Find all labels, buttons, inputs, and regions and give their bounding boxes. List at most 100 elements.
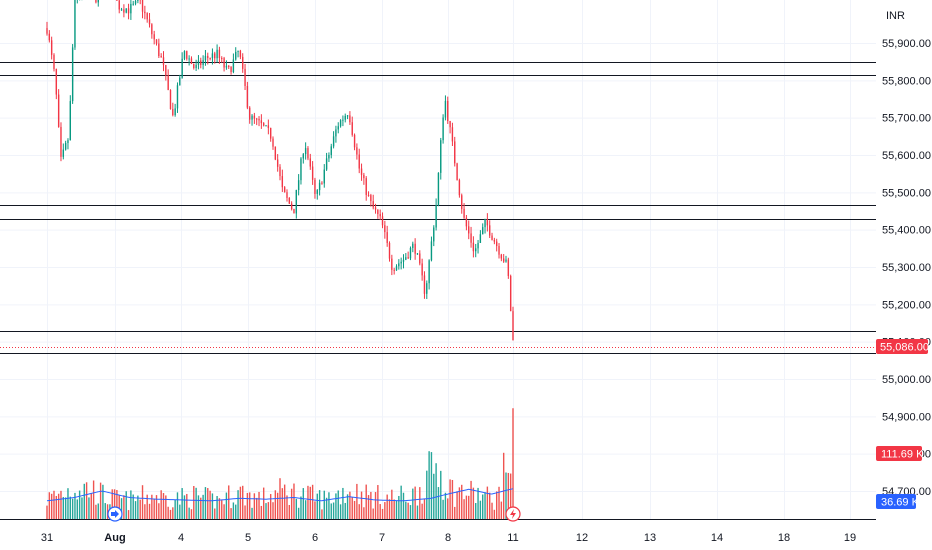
volume-bar bbox=[193, 486, 195, 519]
candle-body bbox=[130, 3, 132, 14]
volume-bar bbox=[78, 490, 81, 519]
y-tick-label: 55,300.00 bbox=[882, 262, 931, 274]
volume-bar bbox=[125, 491, 127, 519]
volume-bar bbox=[293, 483, 295, 519]
candle-body bbox=[307, 148, 309, 159]
volume-bar bbox=[449, 479, 451, 519]
last-price-label: 55,086.00 bbox=[880, 342, 929, 354]
candle-body bbox=[137, 0, 139, 1]
volume-bar bbox=[456, 491, 458, 519]
candle-body bbox=[386, 232, 388, 243]
candle-body bbox=[207, 55, 209, 59]
candle-body bbox=[407, 257, 409, 259]
volume-bar bbox=[395, 500, 398, 519]
volume-bar bbox=[92, 480, 95, 519]
volume-bar bbox=[204, 487, 207, 519]
candle-body bbox=[500, 254, 503, 259]
candle-body bbox=[200, 60, 202, 65]
dividend-marker-icon[interactable] bbox=[505, 506, 521, 522]
volume-bar bbox=[134, 501, 137, 519]
volume-bar bbox=[321, 509, 323, 519]
candle-body bbox=[454, 141, 456, 164]
volume-bar bbox=[244, 505, 246, 519]
volume-last-label: 111.69 K bbox=[881, 449, 924, 461]
volume-ma-tag: 36.69 K bbox=[876, 494, 920, 509]
volume-bar bbox=[111, 489, 113, 519]
candle-body bbox=[360, 168, 363, 175]
candle-body bbox=[153, 34, 155, 40]
volume-bar bbox=[458, 487, 461, 519]
volume-bar bbox=[512, 408, 514, 519]
volume-bar bbox=[269, 494, 272, 519]
candle-body bbox=[328, 154, 330, 159]
volume-bar bbox=[258, 491, 260, 519]
candle-body bbox=[286, 192, 288, 198]
volume-bar bbox=[339, 504, 342, 519]
candle-body bbox=[97, 0, 99, 3]
candle-body bbox=[50, 40, 53, 55]
candle-body bbox=[442, 117, 444, 141]
candle-body bbox=[141, 0, 144, 12]
volume-bar bbox=[482, 494, 484, 519]
volume-bar bbox=[444, 492, 447, 519]
candle-body bbox=[414, 243, 416, 254]
volume-bar bbox=[463, 499, 465, 519]
volume-bar bbox=[400, 485, 402, 519]
volume-bar bbox=[102, 484, 104, 519]
x-tick-label: 5 bbox=[245, 532, 251, 544]
volume-bar bbox=[414, 486, 416, 519]
volume-bar bbox=[195, 487, 197, 519]
candle-body bbox=[372, 201, 374, 208]
candle-body bbox=[202, 60, 204, 65]
session-marker-icon[interactable] bbox=[107, 506, 123, 522]
candle-body bbox=[218, 49, 221, 58]
volume-bar bbox=[64, 497, 67, 519]
volume-bar bbox=[286, 495, 288, 519]
candle-body bbox=[195, 64, 197, 69]
volume-bar bbox=[477, 487, 479, 519]
candle-body bbox=[365, 178, 367, 195]
volume-bar bbox=[253, 493, 256, 519]
volume-bar bbox=[398, 495, 400, 519]
volume-bar bbox=[230, 508, 232, 519]
volume-bar bbox=[242, 485, 244, 519]
volume-bar bbox=[288, 505, 291, 519]
candle-body bbox=[437, 172, 440, 206]
candle-body bbox=[505, 259, 507, 262]
candle-body bbox=[258, 118, 260, 121]
volume-bar bbox=[186, 493, 188, 519]
candle-body bbox=[125, 8, 127, 13]
volume-bar bbox=[165, 495, 167, 519]
volume-bar bbox=[430, 452, 433, 519]
volume-bar bbox=[346, 494, 349, 519]
candle-body bbox=[353, 134, 356, 148]
volume-bar bbox=[249, 492, 251, 519]
volume-bar bbox=[295, 498, 298, 519]
volume-bar bbox=[318, 490, 321, 519]
y-tick-label: 55,900.00 bbox=[882, 38, 931, 50]
volume-bar bbox=[384, 502, 386, 519]
candle-body bbox=[384, 225, 386, 233]
volume-bar bbox=[158, 503, 160, 519]
volume-bar bbox=[144, 504, 146, 519]
volume-bar bbox=[214, 508, 216, 519]
volume-bar bbox=[374, 492, 377, 519]
volume-bar bbox=[167, 506, 169, 519]
volume-bar bbox=[60, 490, 62, 519]
volume-ma-line bbox=[46, 488, 514, 502]
candle-body bbox=[495, 241, 498, 247]
candle-body bbox=[381, 216, 384, 226]
candle-body bbox=[377, 209, 379, 215]
volume-bar bbox=[486, 486, 489, 519]
volume-bar bbox=[356, 483, 358, 519]
y-tick-label: 55,500.00 bbox=[882, 187, 931, 199]
candle-body bbox=[204, 55, 207, 61]
candle-body bbox=[502, 258, 505, 262]
volume-bar bbox=[85, 482, 88, 519]
candle-body bbox=[330, 146, 332, 155]
candle-body bbox=[346, 115, 349, 117]
volume-bar bbox=[314, 501, 316, 519]
volume-bar bbox=[379, 504, 381, 519]
volume-bar bbox=[274, 490, 277, 519]
